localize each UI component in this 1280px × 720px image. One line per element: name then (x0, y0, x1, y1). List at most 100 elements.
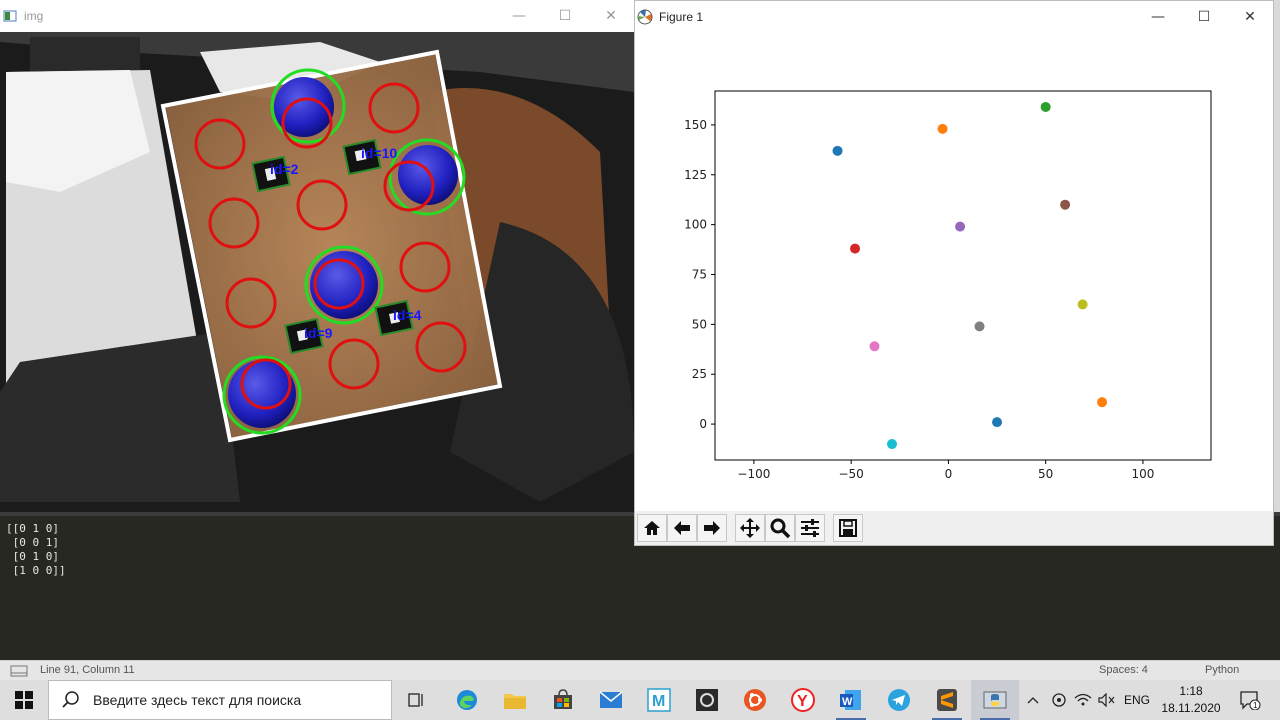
editor-statusbar: Line 91, Column 11 Spaces: 4 Python (0, 660, 1280, 680)
wifi-icon[interactable] (1072, 680, 1094, 720)
matplotlib-icon (637, 9, 653, 25)
panel-toggle-icon[interactable] (10, 665, 28, 680)
img-titlebar[interactable]: img — ☐ ✕ (0, 0, 634, 32)
taskbar-yandex-browser[interactable]: Y (779, 680, 827, 720)
taskbar-clock[interactable]: 1:18 18.11.2020 (1155, 683, 1227, 717)
taskbar-mail[interactable] (587, 680, 635, 720)
word-icon: W (840, 690, 861, 710)
search-icon (62, 691, 79, 708)
x-tick-label: −50 (838, 467, 863, 481)
taskbar-store[interactable] (539, 680, 587, 720)
cursor-position: Line 91, Column 11 (40, 664, 135, 676)
taskbar-m-app[interactable]: M (635, 680, 683, 720)
y-tick-label: 25 (692, 367, 707, 381)
svg-text:Y: Y (797, 693, 808, 710)
scatter-point (832, 145, 843, 156)
aruco-marker-10 (342, 138, 382, 176)
forward-icon[interactable] (697, 514, 727, 542)
scatter-point (937, 123, 948, 134)
indentation-setting[interactable]: Spaces: 4 (1099, 664, 1148, 676)
scatter-point (887, 439, 898, 450)
clock-date: 18.11.2020 (1161, 701, 1221, 715)
close-icon[interactable]: ✕ (1244, 9, 1256, 25)
scatter-plot[interactable]: −100 −50 0 50 100 0 25 50 75 100 125 150 (635, 33, 1273, 511)
home-icon[interactable] (637, 514, 667, 542)
taskbar-ubuntu[interactable] (731, 680, 779, 720)
marker-label-9: id=9 (304, 325, 333, 341)
scatter-point (850, 243, 861, 254)
minimize-icon[interactable]: — (1151, 9, 1165, 25)
clock-time: 1:18 (1179, 684, 1203, 698)
store-icon (554, 689, 572, 709)
sublime-text-icon (937, 689, 957, 711)
taskbar-telegram[interactable] (875, 680, 923, 720)
scatter-point (1060, 199, 1071, 210)
notification-count: 1 (1253, 701, 1258, 710)
figure-window-title: Figure 1 (659, 10, 704, 24)
taskbar-obs[interactable] (683, 680, 731, 720)
taskbar-file-explorer[interactable] (491, 680, 539, 720)
img-window-title: img (24, 9, 44, 23)
scatter-point (1040, 101, 1051, 112)
aruco-marker-4 (374, 299, 414, 337)
syntax-setting[interactable]: Python (1205, 664, 1240, 676)
marker-label-4: id=4 (393, 307, 422, 323)
start-button[interactable] (0, 680, 48, 720)
y-tick-label: 125 (684, 168, 707, 182)
tray-app-icon[interactable] (1048, 680, 1070, 720)
x-tick-label: 50 (1038, 467, 1053, 481)
scatter-point (1077, 299, 1088, 310)
yandex-icon: Y (791, 688, 815, 712)
python-window-icon (983, 691, 1007, 709)
taskbar-word[interactable]: W (827, 680, 875, 720)
y-tick-label: 75 (692, 268, 707, 282)
marker-label-10: id=10 (361, 145, 397, 161)
x-tick-label: −100 (737, 467, 770, 481)
y-tick-label: 150 (684, 118, 707, 132)
task-view-button[interactable] (392, 680, 440, 720)
opencv-window-icon (2, 8, 18, 24)
maximize-icon[interactable]: ☐ (558, 8, 572, 24)
scatter-point (992, 417, 1003, 428)
taskbar-python[interactable] (971, 680, 1019, 720)
scatter-point (974, 321, 985, 332)
task-view-icon (408, 693, 423, 707)
minimize-icon[interactable]: — (512, 8, 526, 24)
close-icon[interactable]: ✕ (605, 8, 617, 24)
search-placeholder: Введите здесь текст для поиска (93, 692, 302, 708)
input-language[interactable]: ENG (1123, 693, 1150, 707)
ubuntu-icon (744, 689, 766, 711)
notification-center-button[interactable]: 1 (1234, 680, 1266, 720)
save-icon[interactable] (833, 514, 863, 542)
windows-taskbar: Введите здесь текст для поиска M Y W (0, 680, 1280, 720)
volume-muted-icon[interactable] (1096, 680, 1118, 720)
y-tick-label: 50 (692, 317, 707, 331)
y-tick-label: 0 (699, 417, 707, 431)
scatter-point (955, 221, 966, 232)
m-app-icon: M (647, 688, 671, 712)
aruco-marker-2 (251, 155, 291, 193)
console-output: [[0 1 0] [0 0 1] [0 1 0] [1 0 0]] (6, 522, 66, 577)
back-icon[interactable] (667, 514, 697, 542)
taskbar-search[interactable]: Введите здесь текст для поиска (48, 680, 392, 720)
notification-icon: 1 (1240, 691, 1261, 710)
mail-icon (599, 691, 623, 708)
taskbar-edge[interactable] (443, 680, 491, 720)
pan-icon[interactable] (735, 514, 765, 542)
edge-icon (457, 690, 477, 710)
x-tick-label: 100 (1131, 467, 1154, 481)
scatter-point (869, 341, 880, 352)
zoom-icon[interactable] (765, 514, 795, 542)
figure-titlebar[interactable]: Figure 1 — ☐ ✕ (635, 1, 1273, 33)
maximize-icon[interactable]: ☐ (1197, 9, 1211, 25)
tray-overflow-icon[interactable] (1022, 680, 1044, 720)
x-tick-label: 0 (945, 467, 953, 481)
axes-frame (714, 90, 1212, 461)
taskbar-sublime-text[interactable] (923, 680, 971, 720)
svg-text:M: M (652, 693, 665, 710)
configure-subplots-icon[interactable] (795, 514, 825, 542)
scatter-point (1097, 397, 1108, 408)
camera-image: id=2 id=10 id=9 id=4 (0, 32, 634, 512)
y-tick-label: 100 (684, 218, 707, 232)
windows-logo-icon (15, 691, 33, 709)
